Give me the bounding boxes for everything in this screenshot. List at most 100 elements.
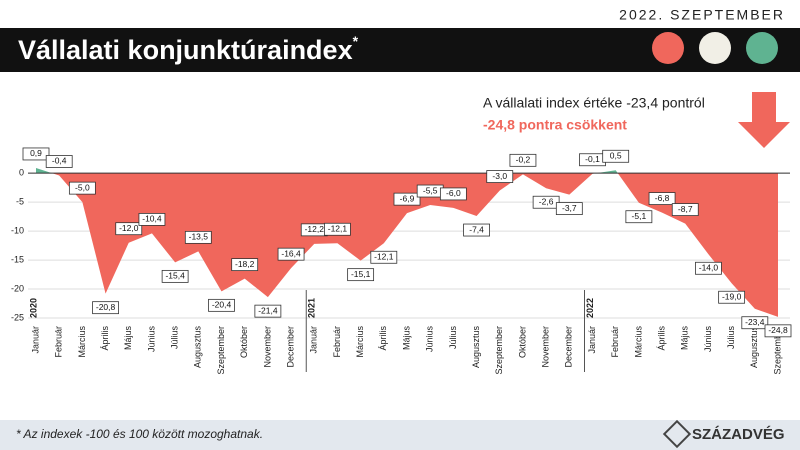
value-label: -5,5 [423,185,438,195]
value-label: -3,0 [492,171,507,181]
value-label-box [184,230,212,244]
value-label-box [92,301,119,315]
value-label-box [231,258,259,272]
value-label-box [741,316,769,330]
x-tick-label: Március [355,326,365,358]
value-label-box [648,192,676,205]
value-label-box [45,155,73,168]
value-label: -2,6 [539,196,554,206]
value-label-box [764,324,792,338]
icon [746,32,778,64]
y-tick-label: -15 [11,254,24,264]
value-label: -21,4 [258,305,278,315]
value-label-box [161,269,189,283]
value-label-box [718,290,746,304]
x-tick-label: Március [633,326,643,358]
footnote: * Az indexek -100 és 100 között mozoghat… [16,427,263,441]
value-label-box [602,149,630,163]
value-label: -3,7 [562,203,577,213]
value-label-box [115,222,143,236]
x-tick-label: Augusztus [193,326,203,369]
value-label: -19,0 [722,291,742,301]
x-tick-label: November [541,326,551,368]
x-tick-label: Április [656,326,666,351]
value-label: -15,1 [351,269,371,279]
x-tick-label: Augusztus [471,326,481,369]
x-tick-label: December [564,326,574,368]
value-label: -20,8 [96,302,116,312]
x-tick-label: Szeptember [494,326,504,375]
value-label-box [486,170,514,183]
negative-area [52,173,778,317]
x-tick-label: Április [100,326,110,351]
value-label-box [370,250,398,264]
x-tick-label: Július [726,326,736,350]
value-label-box [277,247,305,261]
value-label-box [625,210,653,224]
y-tick-label: -10 [11,225,24,235]
x-tick-label: Szeptember [216,326,226,375]
value-label: -15,4 [165,271,185,281]
x-tick-label: Március [77,326,87,358]
value-label: -6,8 [655,193,670,203]
value-label: -18,2 [235,259,255,269]
value-label-box [68,181,96,195]
value-label: -16,4 [281,248,301,258]
annotation: A vállalati index értéke -23,4 pontról [483,95,705,111]
year-label: 2020 [28,298,38,318]
x-tick-label: Február [332,326,342,358]
value-label-box [324,222,351,236]
logo-icon [662,419,692,449]
value-label: -14,0 [699,263,719,273]
value-label: -6,0 [446,188,461,198]
value-label: -20,4 [212,300,232,310]
x-tick-label: Július [170,326,180,350]
plot: 0 -5 -10 -15 -20 -25 2020 2021 2022 Január Február… [11,147,792,375]
x-tick-label: Május [123,326,133,351]
y-tick-label: -20 [11,283,24,293]
value-label-box [509,153,537,167]
logo: SZÁZADVÉG [692,426,785,443]
value-label-box [347,268,375,282]
x-tick-label: Január [30,326,40,354]
value-label: -12,1 [374,252,394,262]
down-arrow [738,92,790,148]
value-label: -5,1 [632,211,647,221]
x-tick-label: Január [309,326,319,354]
value-label: -0,4 [52,156,67,166]
value-label-box [138,213,166,226]
value-label: -10,4 [142,214,162,224]
value-label: -12,1 [328,224,348,234]
value-label: -7,4 [469,224,484,234]
x-tick-label: Október [239,326,249,358]
value-label: -6,9 [400,193,415,203]
value-label-box [254,304,282,318]
x-tick-label: Október [517,326,527,358]
x-tick-label: Augusztus [749,326,759,369]
x-tick-label: Szeptember [772,326,782,375]
x-tick-label: Február [610,326,620,358]
date: 2022. SZEPTEMBER [619,7,785,23]
value-label: -0,2 [516,155,531,165]
value-label-box [671,203,699,216]
value-label: -12,2 [305,224,325,234]
value-label: -5,0 [75,182,90,192]
value-label: 0,9 [30,148,42,158]
x-tick-label: Április [378,326,388,351]
x-tick-label: Június [425,326,435,353]
annotation: -24,8 pontra csökkent [483,117,627,133]
title-text: Vállalati konjunktúraindex [18,35,353,65]
value-label-box [22,147,50,161]
y-tick-label: -5 [16,197,24,207]
x-tick-label: Január [587,326,597,354]
icon [652,32,684,64]
value-label-box [463,223,490,237]
value-label: 0,5 [610,151,622,161]
x-tick-label: Június [146,326,156,353]
x-tick-label: Május [401,326,411,351]
title-mark: * [353,33,359,49]
x-tick-label: Február [54,326,64,358]
x-tick-label: December [285,326,295,368]
year-label: 2022 [585,298,595,318]
